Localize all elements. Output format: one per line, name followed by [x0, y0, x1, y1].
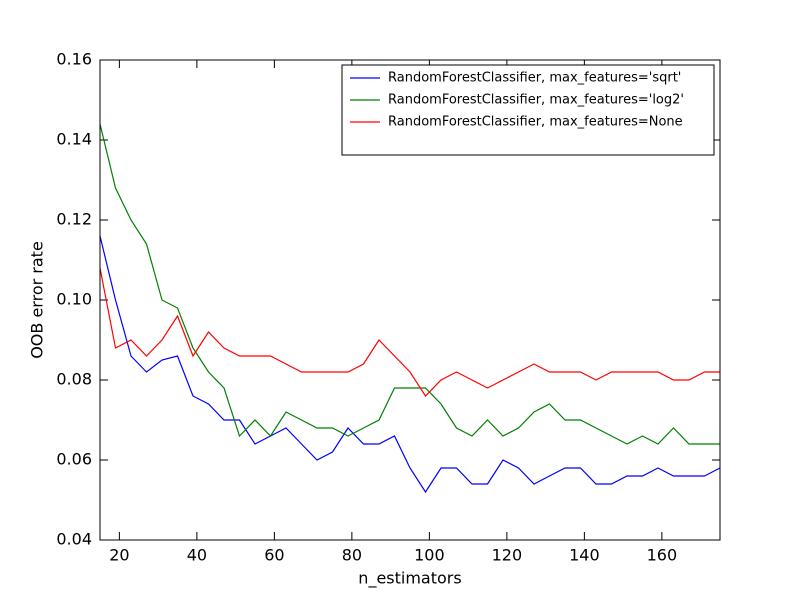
- x-tick-label: 60: [264, 546, 284, 565]
- y-tick-label: 0.08: [56, 370, 92, 389]
- x-axis-label: n_estimators: [358, 569, 461, 589]
- x-tick-label: 80: [342, 546, 362, 565]
- x-tick-label: 20: [109, 546, 129, 565]
- y-tick-label: 0.04: [56, 530, 92, 549]
- legend-label: RandomForestClassifier, max_features='lo…: [388, 93, 684, 108]
- x-tick-label: 40: [187, 546, 207, 565]
- legend-label: RandomForestClassifier, max_features='sq…: [388, 71, 681, 86]
- legend-box: [341, 64, 715, 156]
- x-tick-label: 120: [492, 546, 523, 565]
- x-tick-label: 140: [569, 546, 600, 565]
- y-tick-label: 0.14: [56, 130, 92, 149]
- y-tick-label: 0.10: [56, 290, 92, 309]
- y-axis-label: OOB error rate: [28, 241, 47, 359]
- legend-label: RandomForestClassifier, max_features=Non…: [388, 115, 683, 130]
- series-line: [100, 235, 720, 494]
- y-tick-label: 0.06: [56, 450, 92, 469]
- series-line: [100, 123, 720, 445]
- series-line: [100, 267, 720, 397]
- plot-frame: [99, 59, 721, 541]
- y-tick-label: 0.16: [56, 50, 92, 69]
- x-tick-label: 160: [647, 546, 678, 565]
- x-tick-label: 100: [414, 546, 445, 565]
- y-tick-label: 0.12: [56, 210, 92, 229]
